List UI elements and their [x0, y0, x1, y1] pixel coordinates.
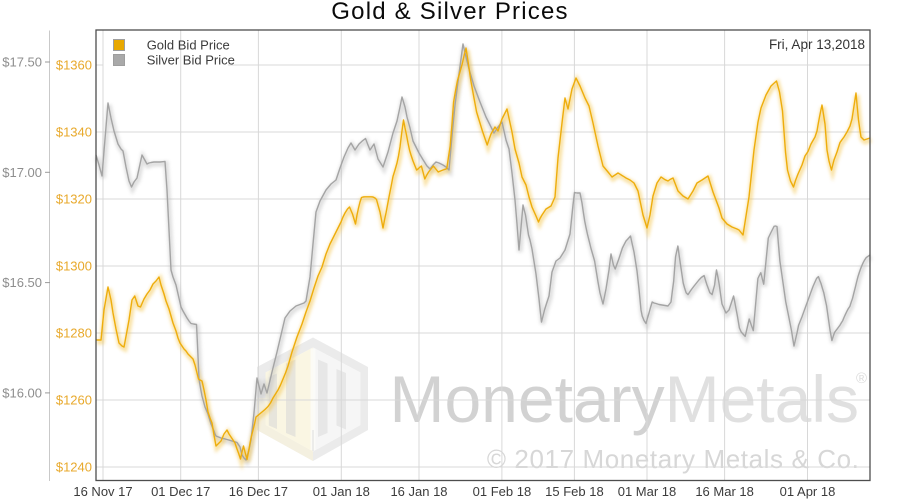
svg-text:$1320: $1320 — [56, 192, 92, 207]
svg-text:Gold & Silver Prices: Gold & Silver Prices — [331, 0, 568, 25]
svg-text:15 Feb 18: 15 Feb 18 — [545, 484, 604, 499]
svg-text:$1240: $1240 — [56, 460, 92, 475]
svg-text:®: ® — [856, 370, 867, 387]
svg-text:01 Mar 18: 01 Mar 18 — [618, 484, 677, 499]
svg-text:$17.50: $17.50 — [2, 55, 42, 70]
svg-text:$16.50: $16.50 — [2, 275, 42, 290]
svg-text:01 Apr 18: 01 Apr 18 — [780, 484, 836, 499]
svg-text:$1260: $1260 — [56, 393, 92, 408]
svg-text:Gold Bid Price: Gold Bid Price — [147, 38, 230, 53]
svg-text:$17.00: $17.00 — [2, 165, 42, 180]
svg-text:16 Jan 18: 16 Jan 18 — [390, 484, 447, 499]
svg-text:$1340: $1340 — [56, 125, 92, 140]
svg-text:$1280: $1280 — [56, 326, 92, 341]
svg-text:16 Dec 17: 16 Dec 17 — [229, 484, 288, 499]
svg-text:$1300: $1300 — [56, 259, 92, 274]
svg-text:Silver Bid Price: Silver Bid Price — [147, 53, 235, 68]
svg-text:$1360: $1360 — [56, 58, 92, 73]
svg-text:01 Feb 18: 01 Feb 18 — [473, 484, 532, 499]
svg-text:$16.00: $16.00 — [2, 385, 42, 400]
svg-text:© 2017 Monetary Metals & Co.: © 2017 Monetary Metals & Co. — [487, 444, 860, 474]
svg-text:01 Dec 17: 01 Dec 17 — [151, 484, 210, 499]
svg-text:16 Mar 18: 16 Mar 18 — [695, 484, 754, 499]
svg-text:Fri, Apr 13,2018: Fri, Apr 13,2018 — [769, 37, 865, 52]
svg-text:01 Jan 18: 01 Jan 18 — [313, 484, 370, 499]
svg-text:16 Nov 17: 16 Nov 17 — [73, 484, 132, 499]
svg-text:MonetaryMetals: MonetaryMetals — [390, 362, 860, 436]
